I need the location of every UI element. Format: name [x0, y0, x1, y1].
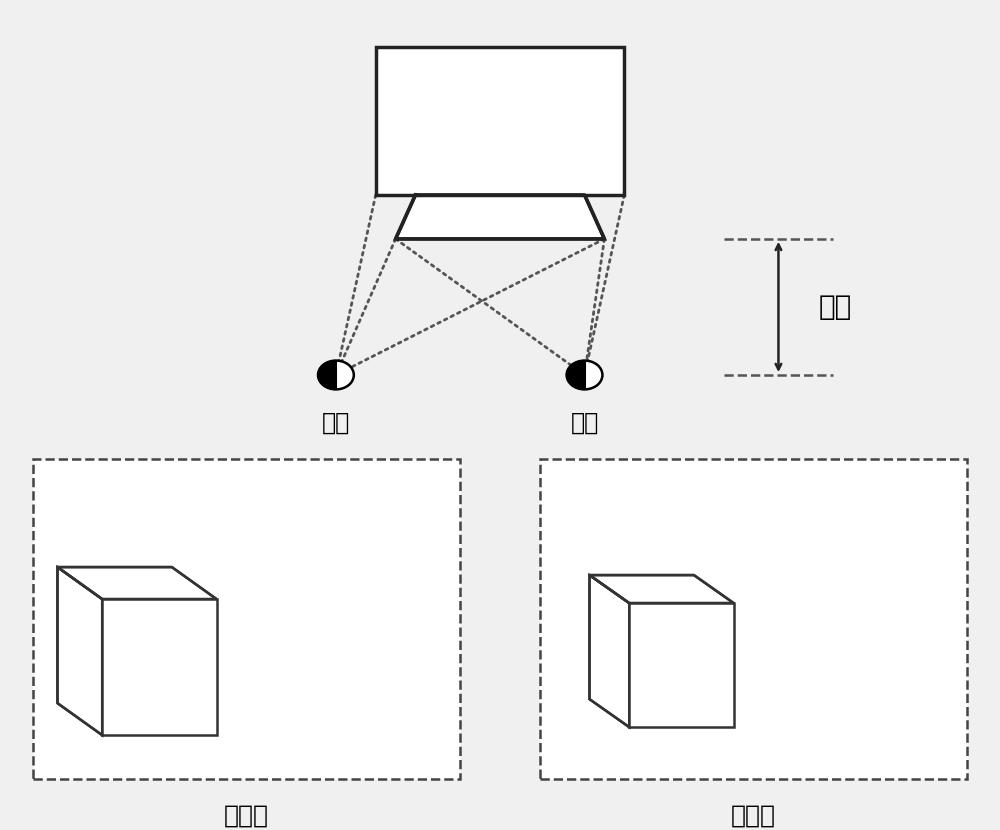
Text: 左眼: 左眼: [322, 411, 350, 435]
Text: 左视帧: 左视帧: [224, 803, 269, 828]
Polygon shape: [567, 360, 585, 389]
Polygon shape: [396, 195, 604, 239]
Text: 深度: 深度: [818, 293, 851, 321]
Bar: [33, 459, 460, 779]
Text: 右视帧: 右视帧: [731, 803, 776, 828]
Text: 右眼: 右眼: [570, 411, 599, 435]
Polygon shape: [57, 567, 217, 599]
Circle shape: [567, 360, 602, 389]
Polygon shape: [318, 360, 336, 389]
Bar: [629, 603, 734, 727]
Bar: [376, 46, 624, 195]
Polygon shape: [590, 575, 629, 727]
Polygon shape: [57, 567, 102, 735]
Circle shape: [318, 360, 354, 389]
Bar: [540, 459, 967, 779]
Polygon shape: [590, 575, 734, 603]
Bar: [102, 599, 217, 735]
